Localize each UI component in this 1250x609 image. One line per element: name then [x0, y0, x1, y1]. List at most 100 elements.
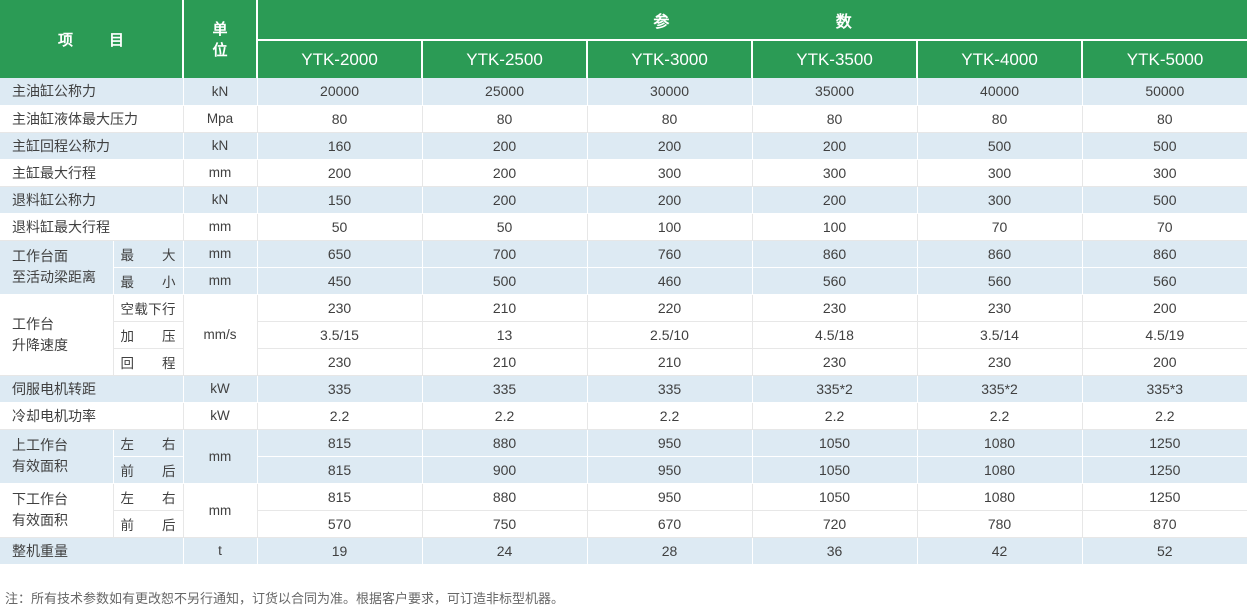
table-row: 主缸最大行程 mm 200 200 300 300 300 300 — [0, 159, 1248, 187]
cell-value: 230 — [257, 294, 423, 322]
cell-value: 880 — [422, 429, 588, 457]
table-row: 下工作台 有效面积 左右 mm 815 880 950 1050 1080 12… — [0, 483, 1248, 538]
cell-value: 52 — [1082, 537, 1248, 565]
cell-value: 19 — [257, 537, 423, 565]
cell-value: 950 — [587, 429, 753, 457]
cell-value: 500 — [1082, 186, 1248, 214]
table-row: 整机重量 t 19 24 28 36 42 52 — [0, 537, 1248, 565]
cell-value: 25000 — [422, 78, 588, 106]
cell-value: 3.5/14 — [917, 321, 1083, 349]
model-col-header: YTK-2500 — [422, 40, 589, 78]
cell-value: 100 — [752, 213, 918, 241]
cell-value: 335*2 — [752, 375, 918, 403]
cell-value: 200 — [422, 186, 588, 214]
row-unit: mm — [183, 213, 258, 241]
cell-value: 80 — [917, 105, 1083, 133]
model-col-header: YTK-4000 — [917, 40, 1084, 78]
cell-value: 200 — [422, 159, 588, 187]
row-label: 退料缸最大行程 — [0, 213, 184, 241]
row-sub-label: 左右 — [113, 483, 184, 511]
row-sub-label: 空载下行 — [113, 294, 184, 322]
cell-value: 860 — [917, 240, 1083, 268]
cell-value: 870 — [1082, 510, 1248, 538]
cell-value: 50 — [257, 213, 423, 241]
cell-value: 1050 — [752, 483, 918, 511]
cell-value: 500 — [1082, 132, 1248, 160]
row-unit: Mpa — [183, 105, 258, 133]
cell-value: 2.2 — [587, 402, 753, 430]
row-group-label: 工作台 升降速度 — [0, 294, 114, 376]
row-label: 主缸最大行程 — [0, 159, 184, 187]
cell-value: 815 — [257, 429, 423, 457]
cell-value: 210 — [587, 348, 753, 376]
cell-value: 200 — [257, 159, 423, 187]
row-unit: mm — [183, 267, 258, 295]
table-row: 冷却电机功率 kW 2.2 2.2 2.2 2.2 2.2 2.2 — [0, 402, 1248, 430]
row-unit: mm — [183, 240, 258, 268]
cell-value: 950 — [587, 483, 753, 511]
cell-value: 80 — [1082, 105, 1248, 133]
cell-value: 500 — [422, 267, 588, 295]
cell-value: 200 — [1082, 294, 1248, 322]
row-group-label: 上工作台 有效面积 — [0, 429, 114, 484]
row-label: 退料缸公称力 — [0, 186, 184, 214]
model-col-header: YTK-5000 — [1082, 40, 1248, 78]
footer-note: 注：所有技术参数如有更改恕不另行通知，订货以合同为准。根据客户要求，可订造非标型… — [5, 590, 565, 606]
cell-value: 500 — [917, 132, 1083, 160]
cell-value: 1080 — [917, 456, 1083, 484]
cell-value: 28 — [587, 537, 753, 565]
table-row: 工作台 升降速度 空载下行 mm/s 230 210 220 230 230 2… — [0, 294, 1248, 376]
row-unit: kW — [183, 375, 258, 403]
cell-value: 2.2 — [422, 402, 588, 430]
cell-value: 335 — [587, 375, 753, 403]
parameter-header: 参数 — [257, 0, 1248, 41]
cell-value: 230 — [917, 348, 1083, 376]
cell-value: 860 — [752, 240, 918, 268]
cell-value: 220 — [587, 294, 753, 322]
table-row: 加压 3.5/15 13 2.5/10 4.5/18 3.5/14 4.5/19 — [0, 321, 1248, 349]
cell-value: 160 — [257, 132, 423, 160]
row-group-label: 工作台面 至活动梁距离 — [0, 240, 114, 295]
cell-value: 720 — [752, 510, 918, 538]
cell-value: 1080 — [917, 483, 1083, 511]
cell-value: 780 — [917, 510, 1083, 538]
cell-value: 1250 — [1082, 429, 1248, 457]
cell-value: 335 — [422, 375, 588, 403]
cell-value: 50000 — [1082, 78, 1248, 106]
cell-value: 210 — [422, 294, 588, 322]
model-col-header: YTK-3000 — [587, 40, 754, 78]
cell-value: 24 — [422, 537, 588, 565]
row-unit: kN — [183, 132, 258, 160]
row-sub-label: 回程 — [113, 348, 184, 376]
cell-value: 670 — [587, 510, 753, 538]
table-row: 工作台面 至活动梁距离 最大 mm 650 700 760 860 860 86… — [0, 240, 1248, 295]
cell-value: 300 — [587, 159, 753, 187]
row-unit: mm/s — [183, 294, 258, 376]
table-row: 前后 570 750 670 720 780 870 — [0, 510, 1248, 538]
row-label: 伺服电机转距 — [0, 375, 184, 403]
cell-value: 13 — [422, 321, 588, 349]
table-row: 主缸回程公称力 kN 160 200 200 200 500 500 — [0, 132, 1248, 160]
row-unit: kW — [183, 402, 258, 430]
row-sub-label: 最大 — [113, 240, 184, 268]
cell-value: 900 — [422, 456, 588, 484]
cell-value: 560 — [1082, 267, 1248, 295]
cell-value: 650 — [257, 240, 423, 268]
cell-value: 70 — [917, 213, 1083, 241]
cell-value: 200 — [752, 132, 918, 160]
cell-value: 335 — [257, 375, 423, 403]
row-unit: kN — [183, 186, 258, 214]
cell-value: 230 — [917, 294, 1083, 322]
table-row: 伺服电机转距 kW 335 335 335 335*2 335*2 335*3 — [0, 375, 1248, 403]
table-row: 退料缸公称力 kN 150 200 200 200 300 500 — [0, 186, 1248, 214]
cell-value: 880 — [422, 483, 588, 511]
cell-value: 200 — [752, 186, 918, 214]
model-col-header: YTK-2000 — [257, 40, 424, 78]
row-unit: mm — [183, 429, 258, 484]
cell-value: 700 — [422, 240, 588, 268]
model-col-header: YTK-3500 — [752, 40, 919, 78]
row-sub-label: 前后 — [113, 510, 184, 538]
table-header: 项目 单位 参数 YTK-2000 YTK-2500 YTK-3000 YTK-… — [0, 0, 1248, 78]
header-row-models: YTK-2000 YTK-2500 YTK-3000 YTK-3500 YTK-… — [0, 40, 1248, 78]
cell-value: 200 — [587, 132, 753, 160]
